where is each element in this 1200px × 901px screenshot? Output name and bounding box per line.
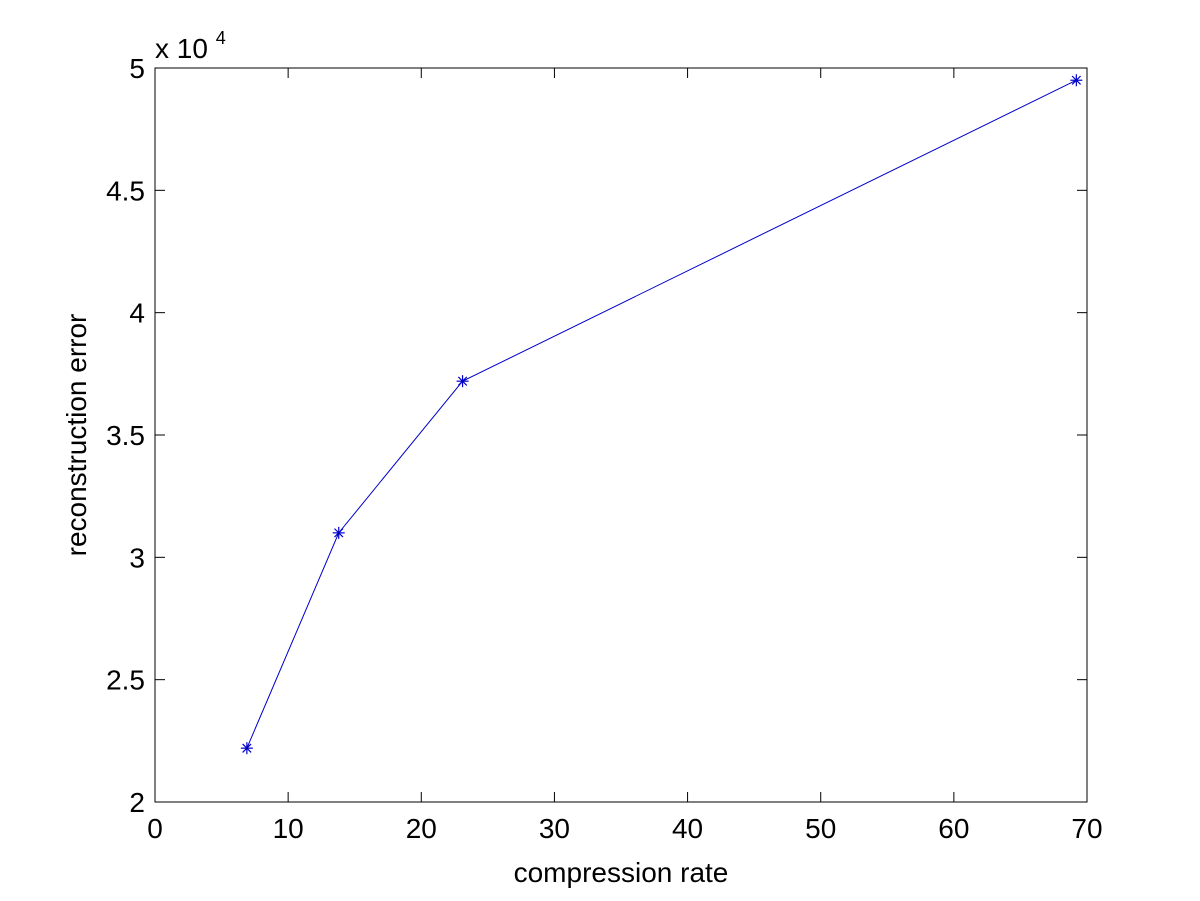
y-multiplier-exponent: 4 — [216, 28, 226, 48]
series-layer — [240, 74, 1083, 755]
y-tick-label: 4 — [129, 298, 145, 329]
data-point-marker — [456, 375, 469, 388]
x-axis-ticks: 0 10 20 30 40 50 60 70 — [147, 68, 1103, 844]
y-multiplier-base: x 10 — [155, 33, 208, 64]
y-axis-ticks: 2 2.5 3 3.5 4 4.5 5 — [106, 53, 1087, 818]
data-point-marker — [1070, 74, 1083, 87]
y-axis-label: reconstruction error — [61, 314, 92, 557]
y-tick-label: 2 — [129, 787, 145, 818]
x-tick-label: 30 — [539, 813, 570, 844]
data-point-marker — [240, 742, 253, 755]
x-tick-label: 10 — [273, 813, 304, 844]
y-tick-label: 3.5 — [106, 420, 145, 451]
x-tick-label: 20 — [406, 813, 437, 844]
y-tick-label: 4.5 — [106, 175, 145, 206]
x-axis-label: compression rate — [514, 857, 729, 888]
x-tick-label: 70 — [1071, 813, 1102, 844]
x-tick-label: 50 — [805, 813, 836, 844]
x-tick-label: 40 — [672, 813, 703, 844]
y-tick-label: 2.5 — [106, 665, 145, 696]
x-tick-label: 60 — [938, 813, 969, 844]
y-tick-label: 5 — [129, 53, 145, 84]
data-point-marker — [332, 526, 345, 539]
y-tick-label: 3 — [129, 542, 145, 573]
series-line — [246, 79, 1077, 749]
y-axis-multiplier: x 10 4 — [155, 28, 226, 64]
x-tick-label: 0 — [147, 813, 163, 844]
plot-frame — [154, 67, 1088, 803]
